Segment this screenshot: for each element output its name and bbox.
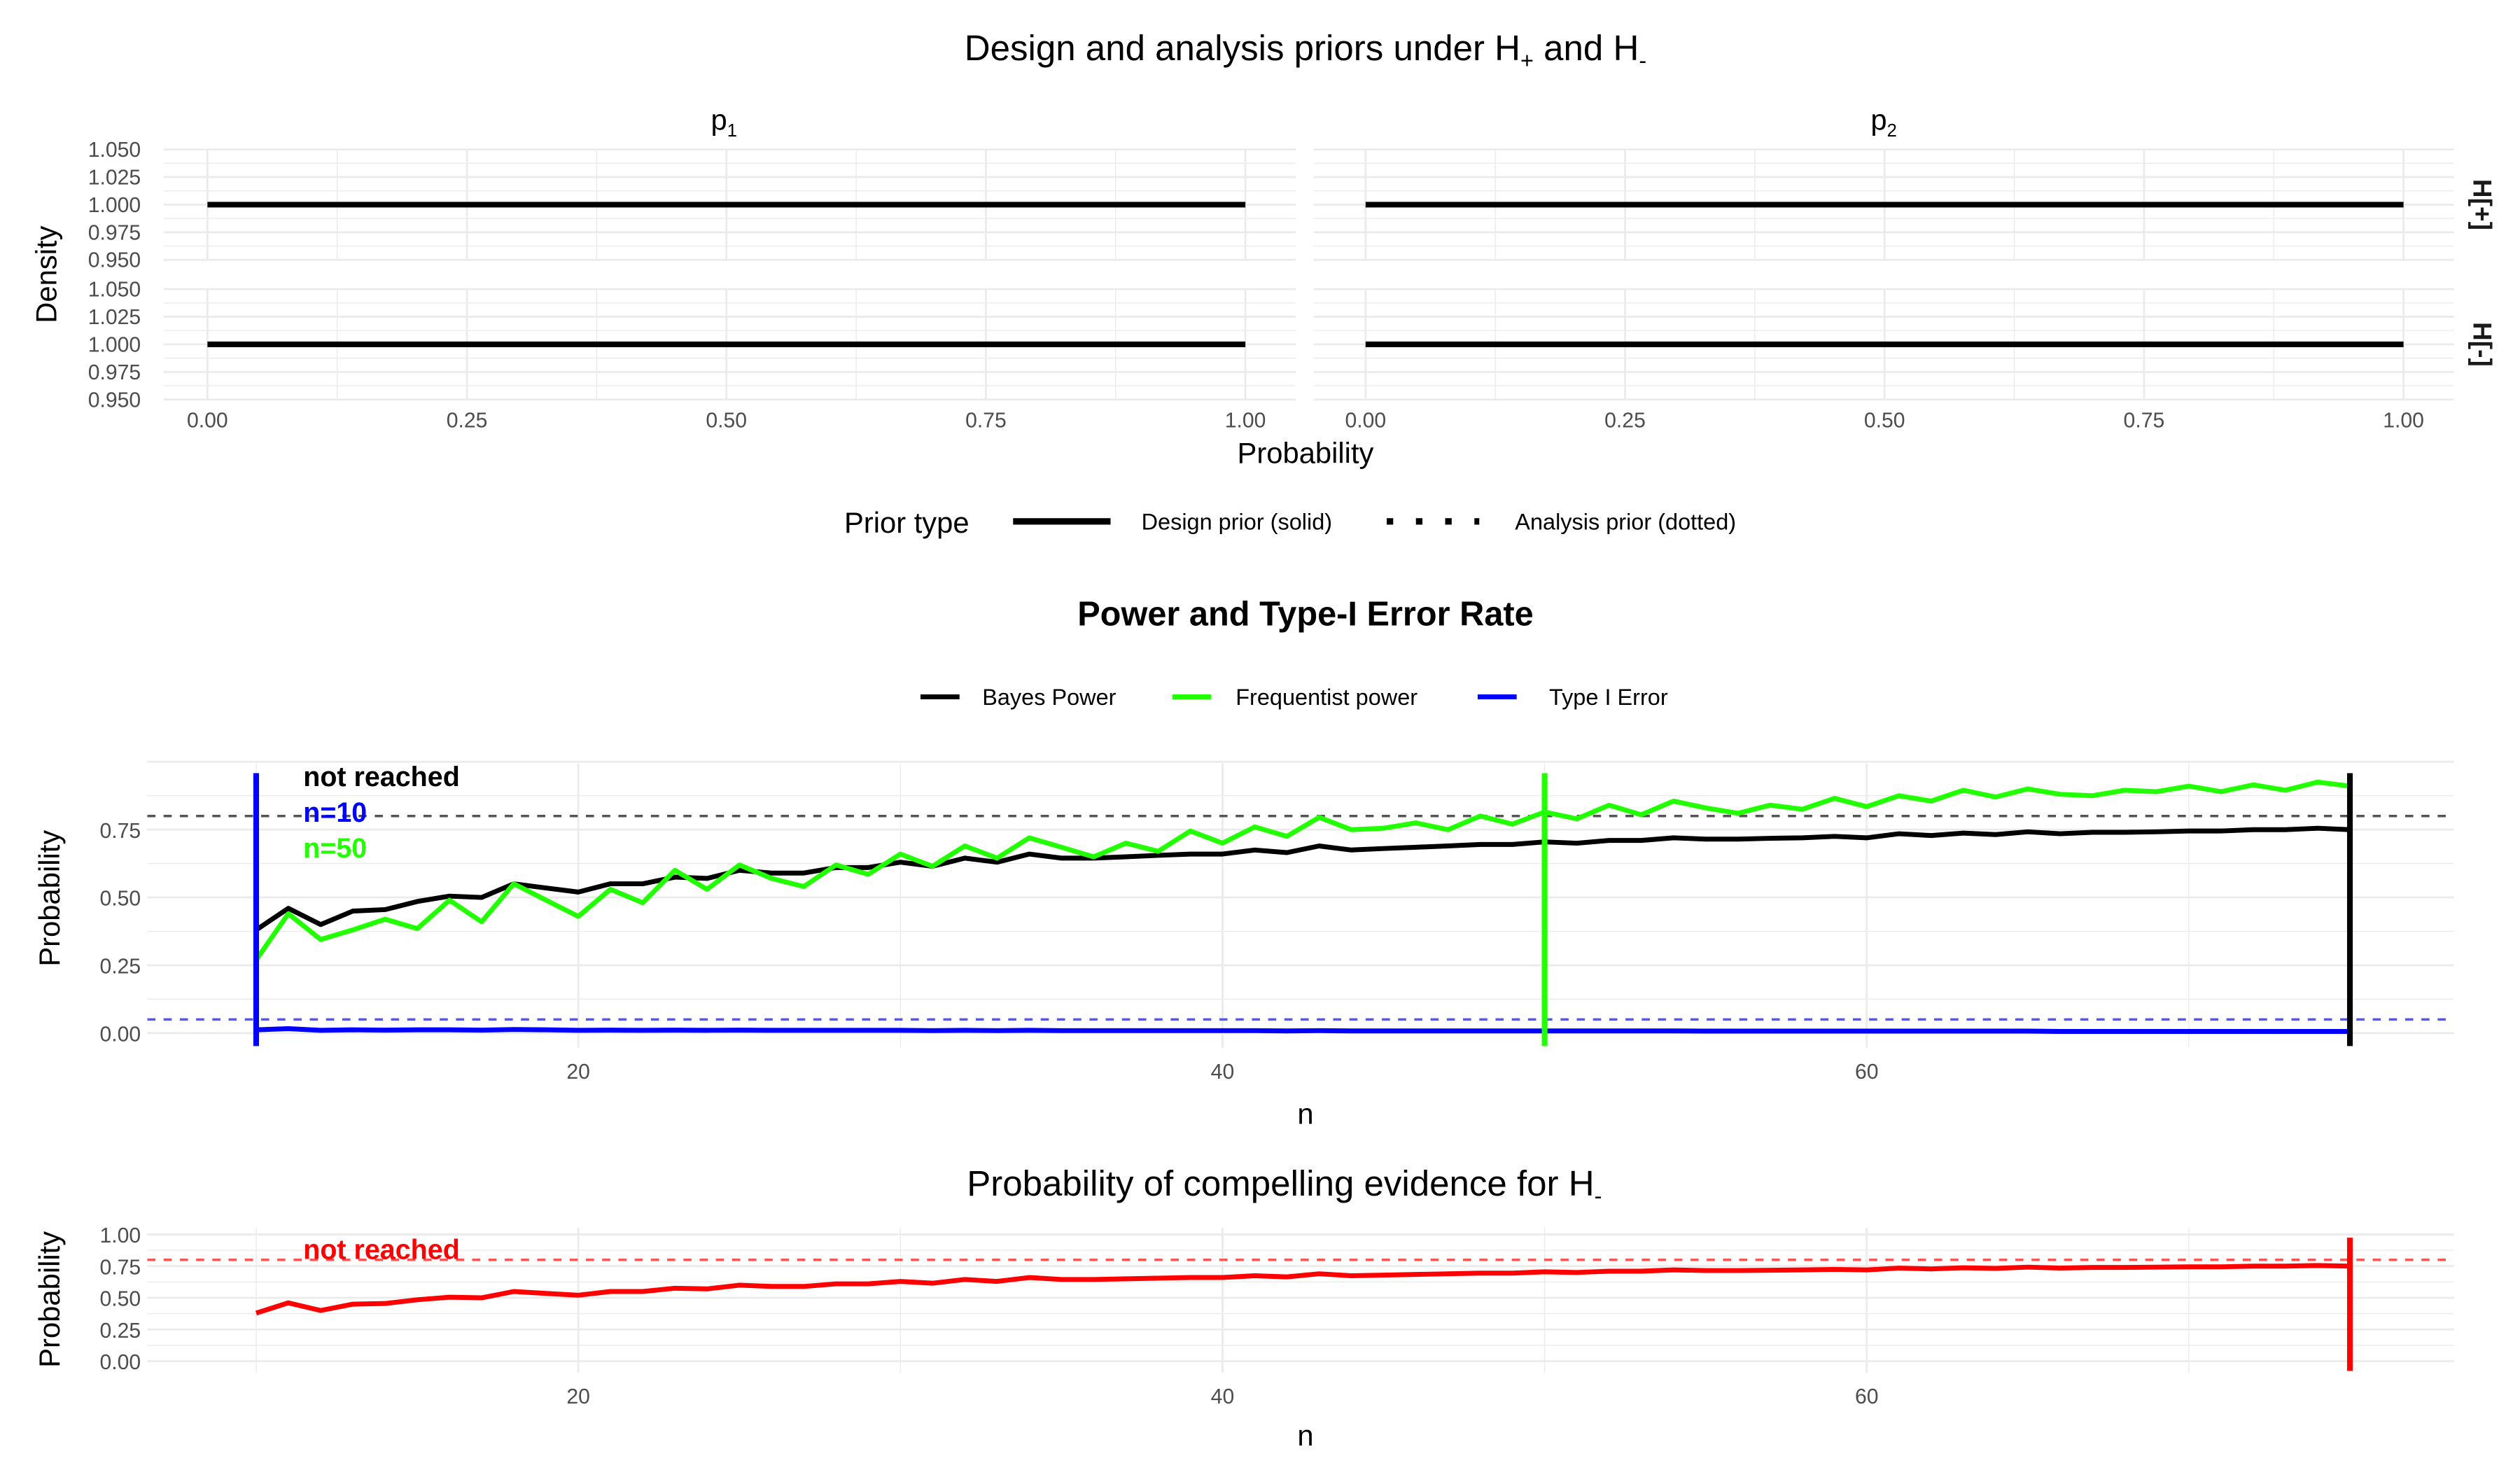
y-tick-label: 1.000 <box>88 194 141 217</box>
x-tick-label: 60 <box>1855 1060 1879 1084</box>
type-i-error-line <box>255 1026 2351 1034</box>
facet-strip-p1: p1 <box>711 104 737 141</box>
facet-strip-h-minus: H[-] <box>2468 322 2497 367</box>
y-tick-label: 1.00 <box>100 1224 141 1247</box>
x-tick-label: 0.50 <box>1864 409 1905 432</box>
x-tick-label: 20 <box>566 1060 590 1084</box>
y-tick-label: 0.00 <box>100 1351 141 1374</box>
facet-strip-h-plus: H[+] <box>2468 179 2497 230</box>
y-tick-label: 1.000 <box>88 333 141 356</box>
power-x-axis-title: n <box>1297 1098 1313 1130</box>
x-tick-label: 0.25 <box>1604 409 1646 432</box>
legend-title: Prior type <box>844 506 969 539</box>
evidence-panel: not reached 20 40 60 0.00 0.25 0.50 0.75 1.00 <box>100 1224 2454 1408</box>
frequentist-power-line <box>254 779 2351 962</box>
annotation-label: n=10 <box>303 797 367 828</box>
legend-label-type1: Type I Error <box>1549 685 1668 710</box>
y-tick-label: 1.025 <box>88 306 141 329</box>
power-legend: Bayes Power Frequentist power Type I Err… <box>920 685 1668 710</box>
y-tick-label: 1.025 <box>88 166 141 189</box>
priors-x-axis-title: Probability <box>1238 436 1374 469</box>
y-tick-label: 0.950 <box>88 249 141 272</box>
x-tick-label: 40 <box>1211 1060 1235 1084</box>
power-y-axis-title: Probability <box>33 830 66 967</box>
legend-label-bayes: Bayes Power <box>982 685 1116 710</box>
priors-title: Design and analysis priors under H+ and … <box>965 28 1646 74</box>
y-tick-label: 0.975 <box>88 221 141 244</box>
priors-panels: 0.950 0.975 1.000 1.025 1.050 0.00 0.25 0.50 0.7… <box>88 139 2454 432</box>
power-title: Power and Type-I Error Rate <box>1077 595 1534 633</box>
y-tick-label: 1.050 <box>88 139 141 162</box>
annotation-label: not reached <box>303 1234 460 1265</box>
y-tick-label: 0.975 <box>88 361 141 384</box>
power-panel: not reached n=10 n=50 20 40 60 0.00 0.25 0.50 0.7… <box>100 760 2454 1084</box>
legend-label-frequentist: Frequentist power <box>1236 685 1418 710</box>
priors-y-axis-title: Density <box>30 225 63 323</box>
evidence-x-axis-title: n <box>1297 1419 1313 1452</box>
x-tick-label: 60 <box>1855 1385 1879 1408</box>
bayes-power-line <box>255 825 2351 932</box>
x-tick-label: 20 <box>566 1385 590 1408</box>
x-tick-label: 0.75 <box>965 409 1007 432</box>
evidence-line <box>255 1263 2351 1316</box>
facet-strip-p2: p2 <box>1870 104 1896 141</box>
legend-label-analysis: Analysis prior (dotted) <box>1515 509 1736 534</box>
y-tick-label: 0.25 <box>100 955 141 979</box>
y-tick-label: 0.25 <box>100 1320 141 1343</box>
x-tick-label: 0.50 <box>706 409 747 432</box>
x-tick-label: 0.25 <box>447 409 488 432</box>
y-tick-label: 1.050 <box>88 278 141 301</box>
y-tick-label: 0.75 <box>100 820 141 843</box>
prior-type-legend: Prior type Design prior (solid) Analysis… <box>844 506 1736 539</box>
y-tick-label: 0.950 <box>88 388 141 412</box>
x-tick-label: 0.00 <box>187 409 228 432</box>
evidence-title: Probability of compelling evidence for H… <box>967 1163 1602 1209</box>
annotation-label: n=50 <box>303 833 367 864</box>
x-tick-label: 1.00 <box>2383 409 2424 432</box>
x-tick-label: 0.00 <box>1345 409 1386 432</box>
y-tick-label: 0.00 <box>100 1023 141 1046</box>
x-tick-label: 0.75 <box>2124 409 2165 432</box>
legend-label-design: Design prior (solid) <box>1142 509 1332 534</box>
annotation-label: not reached <box>303 762 460 792</box>
y-tick-label: 0.75 <box>100 1256 141 1279</box>
x-tick-label: 1.00 <box>1225 409 1266 432</box>
evidence-y-axis-title: Probability <box>33 1231 66 1368</box>
y-tick-label: 0.50 <box>100 888 141 911</box>
x-tick-label: 40 <box>1211 1385 1235 1408</box>
y-tick-label: 0.50 <box>100 1288 141 1311</box>
